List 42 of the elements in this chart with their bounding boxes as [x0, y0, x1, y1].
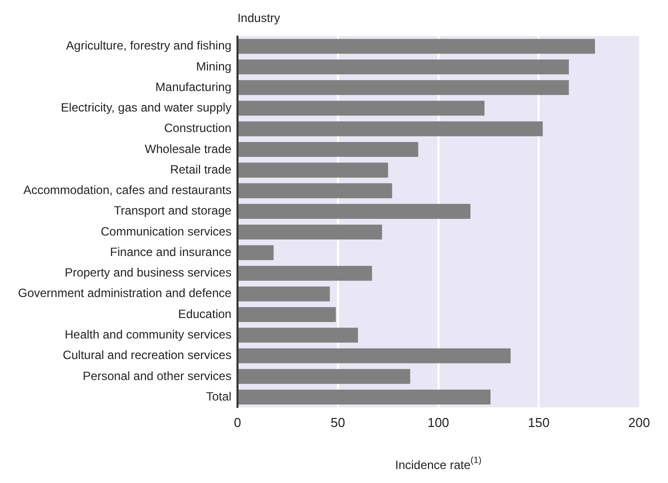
bar	[238, 59, 569, 74]
y-tick-label: Finance and insurance	[110, 244, 232, 259]
bar	[238, 348, 511, 364]
bar	[238, 204, 470, 219]
y-tick-label: Agriculture, forestry and fishing	[66, 38, 232, 53]
x-tick-label: 150	[528, 414, 550, 430]
y-tick-label: Wholesale trade	[144, 142, 232, 156]
bar	[238, 121, 543, 136]
y-tick-label: Cultural and recreation services	[62, 348, 232, 362]
x-tick-label: 50	[330, 414, 346, 430]
bar	[238, 38, 595, 54]
y-tick-label: Electricity, gas and water supply	[60, 100, 232, 115]
y-tick-label: Accommodation, cafes and restaurants	[23, 183, 232, 198]
bar	[238, 224, 382, 240]
y-tick-label: Mining	[196, 59, 232, 74]
bar	[238, 100, 484, 116]
x-tick-label: 0	[234, 414, 242, 430]
bar	[238, 245, 274, 260]
y-tick-label: Construction	[164, 121, 232, 136]
x-tick-label: 100	[427, 414, 450, 430]
bar	[238, 286, 330, 302]
bar	[238, 142, 418, 157]
y-tick-label: Property and business services	[64, 266, 232, 280]
bar	[238, 266, 372, 281]
x-tick-label: 200	[628, 414, 650, 430]
bar	[238, 307, 336, 322]
bar	[238, 162, 388, 178]
y-tick-label: Transport and storage	[114, 204, 232, 218]
bar	[238, 390, 491, 405]
y-tick-label: Communication services	[100, 224, 232, 238]
y-axis-title: Industry	[237, 11, 280, 25]
y-tick-label: Government administration and defence	[18, 286, 232, 300]
y-tick-label: Total	[206, 389, 232, 404]
bar	[238, 183, 392, 198]
y-tick-label: Retail trade	[170, 162, 232, 176]
bar	[238, 368, 410, 384]
bar	[238, 328, 358, 343]
y-tick-label: Personal and other services	[82, 368, 232, 383]
y-tick-label: Manufacturing	[155, 80, 232, 94]
y-tick-label: Health and community services	[64, 327, 232, 342]
bar	[238, 80, 569, 96]
y-tick-label: Education	[178, 306, 232, 321]
